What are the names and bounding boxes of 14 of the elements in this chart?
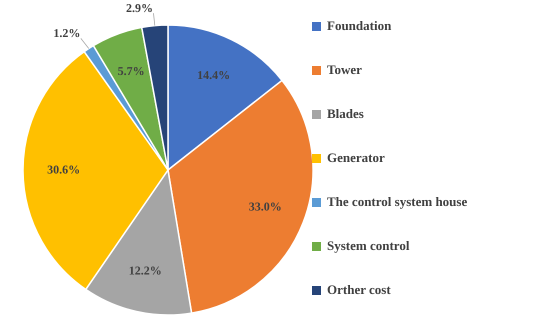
legend-label: Foundation <box>327 18 392 33</box>
data-label: 14.4% <box>197 68 230 82</box>
legend-label: Generator <box>327 150 385 165</box>
legend-label: Orther cost <box>327 282 392 297</box>
legend-label: Blades <box>327 106 364 121</box>
data-label: 12.2% <box>128 264 162 278</box>
data-label: 2.9% <box>126 0 153 15</box>
data-label: 1.2% <box>53 26 80 40</box>
legend-label: Tower <box>327 62 362 77</box>
data-label: 33.0% <box>248 200 282 214</box>
legend-label: System control <box>327 238 410 253</box>
legend-label: The control system house <box>327 194 468 209</box>
data-label: 30.6% <box>47 162 80 176</box>
data-label: 5.7% <box>118 64 145 78</box>
